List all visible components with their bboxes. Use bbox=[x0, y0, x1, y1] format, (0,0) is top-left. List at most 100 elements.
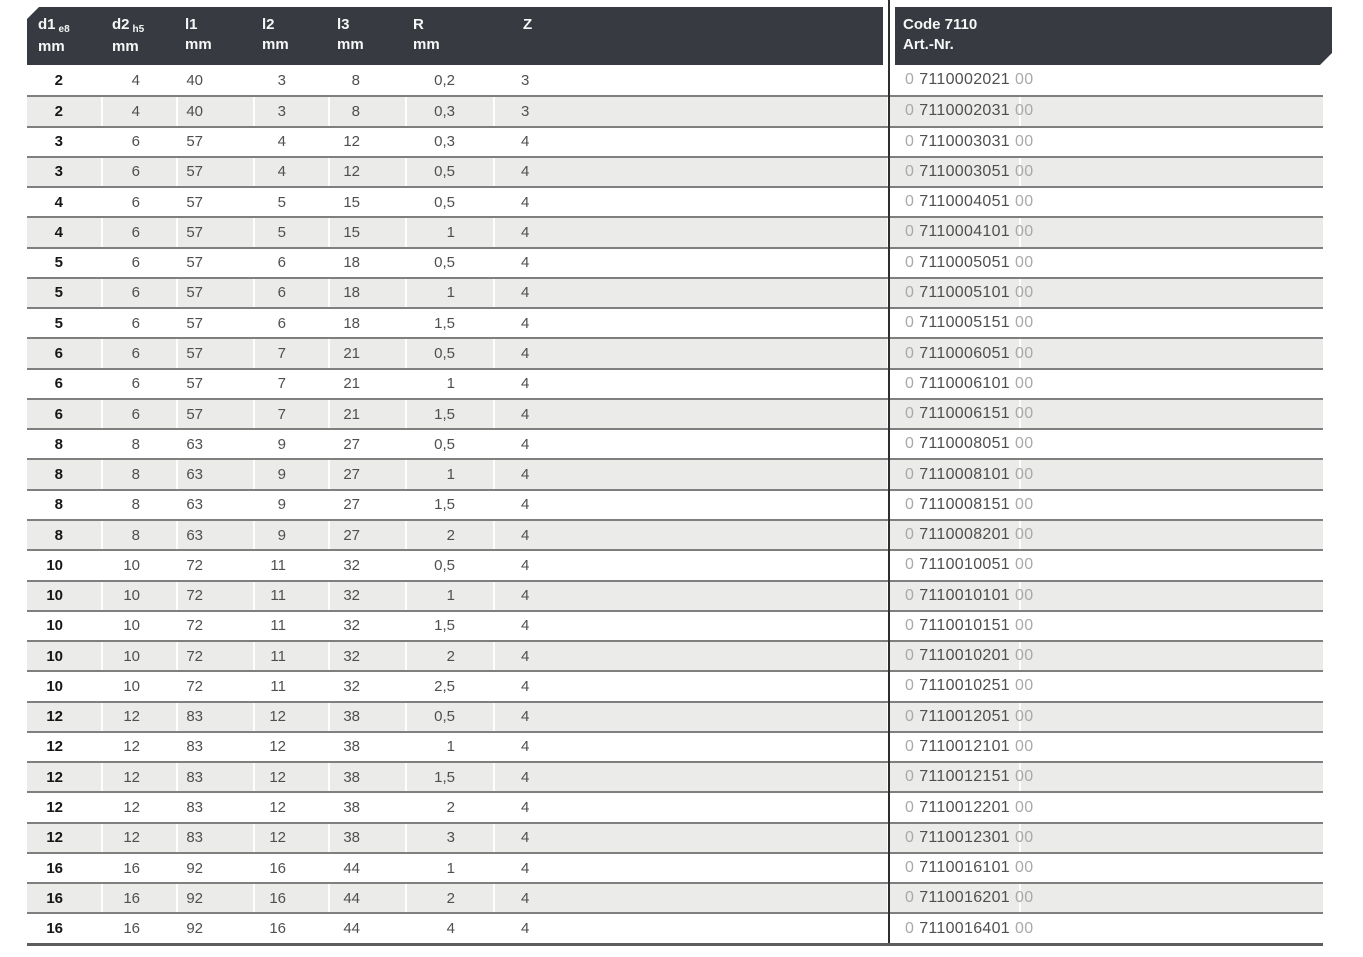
cell-l1: 57 bbox=[178, 127, 255, 156]
cell-article-number: 0 7110002021 00 bbox=[889, 65, 1323, 96]
article-number: 0 7110008201 00 bbox=[889, 520, 1033, 550]
cell-l3: 15 bbox=[330, 188, 407, 217]
article-number: 0 7110012151 00 bbox=[889, 763, 1033, 792]
article-number: 0 7110016101 00 bbox=[889, 853, 1033, 883]
cell-l2: 4 bbox=[255, 157, 330, 187]
cell-R: 0,5 bbox=[407, 702, 495, 731]
article-suffix: 00 bbox=[1015, 798, 1034, 816]
article-prefix: 0 bbox=[905, 223, 915, 241]
cell-article-number: 0 7110012201 00 bbox=[889, 793, 1323, 822]
cell-l1: 63 bbox=[178, 430, 255, 459]
article-prefix: 0 bbox=[905, 405, 915, 423]
cell-d1: 5 bbox=[27, 278, 103, 308]
article-number: 0 7110008101 00 bbox=[889, 460, 1033, 489]
cell-article-number: 0 7110004101 00 bbox=[889, 218, 1323, 247]
article-main: 7110004101 bbox=[919, 223, 1010, 241]
cell-l2: 9 bbox=[255, 430, 330, 459]
article-number: 0 7110012301 00 bbox=[889, 823, 1033, 852]
article-suffix: 00 bbox=[1015, 374, 1034, 392]
cell-l3: 38 bbox=[330, 793, 407, 822]
cell-d1: 16 bbox=[27, 884, 103, 913]
column-unit: mm bbox=[38, 38, 65, 55]
table-row: 10 10 72 11 32 2,5 4 0 7110010251 00 bbox=[27, 670, 1323, 701]
cell-d2: 16 bbox=[103, 853, 178, 883]
table-row: 3 6 57 4 12 0,3 4 0 7110003031 00 bbox=[27, 125, 1323, 156]
article-suffix: 00 bbox=[1015, 314, 1034, 332]
cell-R: 1 bbox=[407, 581, 495, 610]
cell-R: 0,2 bbox=[407, 65, 495, 96]
article-prefix: 0 bbox=[905, 677, 915, 695]
article-main: 7110010201 bbox=[919, 647, 1010, 665]
article-number: 0 7110010051 00 bbox=[889, 551, 1033, 580]
cell-article-number: 0 7110012301 00 bbox=[889, 823, 1323, 852]
table-row: 6 6 57 7 21 0,5 4 0 7110006051 00 bbox=[27, 337, 1323, 368]
cell-d2: 8 bbox=[103, 520, 178, 550]
cell-l1: 57 bbox=[178, 188, 255, 217]
cell-d1: 2 bbox=[27, 65, 103, 96]
cell-R: 3 bbox=[407, 823, 495, 852]
article-main: 7110008201 bbox=[919, 526, 1010, 544]
cell-article-number: 0 7110005051 00 bbox=[889, 248, 1323, 277]
article-suffix: 00 bbox=[1015, 586, 1034, 604]
cell-l2: 7 bbox=[255, 399, 330, 429]
cell-Z: 4 bbox=[495, 611, 889, 641]
cell-l2: 9 bbox=[255, 460, 330, 489]
article-suffix: 00 bbox=[1015, 71, 1034, 89]
article-main: 7110010151 bbox=[919, 616, 1010, 634]
cell-l1: 72 bbox=[178, 611, 255, 641]
article-prefix: 0 bbox=[905, 162, 915, 180]
cell-article-number: 0 7110016201 00 bbox=[889, 884, 1323, 913]
table-row: 10 10 72 11 32 0,5 4 0 7110010051 00 bbox=[27, 549, 1323, 580]
code-column-header: Code 7110 Art.-Nr. bbox=[903, 15, 977, 55]
article-suffix: 00 bbox=[1015, 193, 1034, 211]
cell-R: 0,5 bbox=[407, 248, 495, 277]
cell-d1: 10 bbox=[27, 672, 103, 701]
article-prefix: 0 bbox=[905, 283, 915, 301]
article-main: 7110012151 bbox=[919, 768, 1010, 786]
cell-article-number: 0 7110008201 00 bbox=[889, 520, 1323, 550]
cell-d2: 6 bbox=[103, 157, 178, 187]
column-label: l1 bbox=[185, 16, 198, 33]
cell-R: 0,5 bbox=[407, 551, 495, 580]
article-prefix: 0 bbox=[905, 889, 915, 907]
table-row: 16 16 92 16 44 2 4 0 7110016201 00 bbox=[27, 882, 1323, 913]
cell-l1: 57 bbox=[178, 369, 255, 398]
article-main: 7110012201 bbox=[919, 798, 1010, 816]
cell-l2: 6 bbox=[255, 248, 330, 277]
article-prefix: 0 bbox=[905, 768, 915, 786]
cell-article-number: 0 7110006101 00 bbox=[889, 369, 1323, 398]
article-number: 0 7110005101 00 bbox=[889, 278, 1033, 308]
column-header-Z: Z bbox=[523, 15, 532, 35]
article-suffix: 00 bbox=[1015, 919, 1034, 937]
table-row: 8 8 63 9 27 0,5 4 0 7110008051 00 bbox=[27, 428, 1323, 459]
code-column-title: Code 7110 bbox=[903, 16, 978, 33]
cell-R: 1,5 bbox=[407, 763, 495, 792]
cell-Z: 4 bbox=[495, 672, 889, 701]
cell-article-number: 0 7110012051 00 bbox=[889, 702, 1323, 731]
cell-Z: 4 bbox=[495, 793, 889, 822]
cell-d2: 12 bbox=[103, 793, 178, 822]
cell-article-number: 0 7110008051 00 bbox=[889, 430, 1323, 459]
table-row: 10 10 72 11 32 2 4 0 7110010201 00 bbox=[27, 640, 1323, 671]
cell-Z: 4 bbox=[495, 763, 889, 792]
cell-l3: 18 bbox=[330, 309, 407, 338]
article-number: 0 7110012201 00 bbox=[889, 793, 1033, 822]
article-main: 7110004051 bbox=[919, 193, 1010, 211]
article-suffix: 00 bbox=[1015, 737, 1034, 755]
cell-l1: 63 bbox=[178, 460, 255, 489]
cell-R: 2,5 bbox=[407, 672, 495, 701]
cell-l3: 12 bbox=[330, 127, 407, 156]
cell-d1: 5 bbox=[27, 309, 103, 338]
article-suffix: 00 bbox=[1015, 647, 1034, 665]
article-prefix: 0 bbox=[905, 344, 915, 362]
cell-l3: 21 bbox=[330, 369, 407, 398]
cell-l2: 7 bbox=[255, 339, 330, 368]
cell-article-number: 0 7110010151 00 bbox=[889, 611, 1323, 641]
article-main: 7110006051 bbox=[919, 344, 1010, 362]
cell-l3: 32 bbox=[330, 672, 407, 701]
article-suffix: 00 bbox=[1015, 162, 1034, 180]
article-prefix: 0 bbox=[905, 556, 915, 574]
cell-article-number: 0 7110004051 00 bbox=[889, 188, 1323, 217]
cell-d2: 10 bbox=[103, 551, 178, 580]
